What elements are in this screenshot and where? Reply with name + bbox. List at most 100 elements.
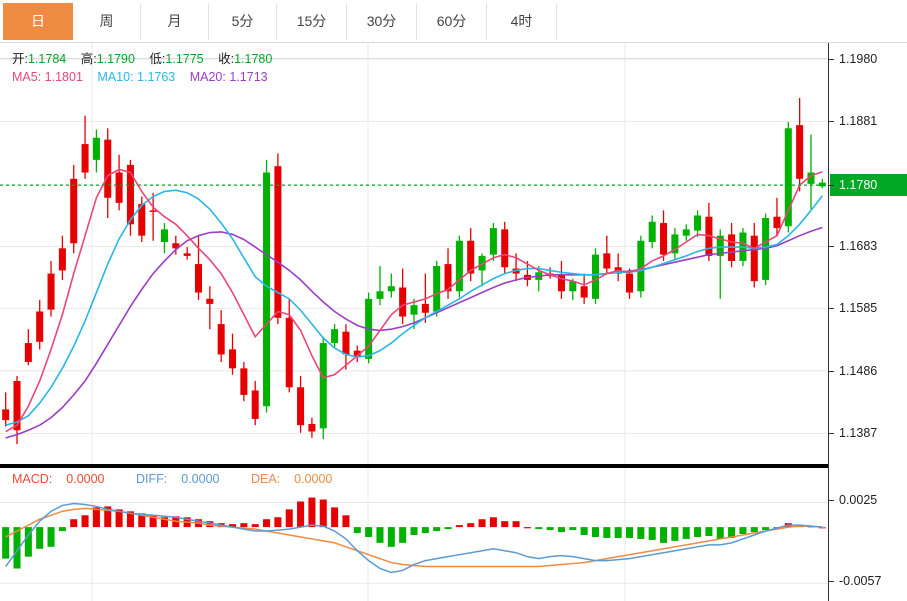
candle-body	[557, 274, 565, 292]
candle-body	[36, 311, 44, 342]
macd-panel[interactable]	[0, 466, 828, 601]
open-value: 1.1784	[27, 52, 67, 66]
dea-label: DEA:	[250, 472, 281, 486]
candle-body	[285, 317, 293, 388]
candle-body	[47, 273, 55, 310]
candle-body	[342, 331, 350, 355]
candle-body	[625, 273, 634, 293]
candle-body	[773, 216, 781, 229]
macd-value: 0.0000	[66, 472, 105, 486]
candle-body	[206, 298, 214, 304]
macd-histogram-bar	[501, 521, 509, 528]
candle-body	[126, 164, 134, 225]
macd-chart-svg	[0, 468, 828, 601]
candle-body	[750, 235, 758, 282]
tab-7[interactable]: 4时	[487, 3, 557, 40]
macd-histogram-bar	[2, 527, 10, 559]
ma10-line	[5, 189, 823, 426]
macd-histogram-bar	[603, 527, 611, 538]
ma10-value: 1.1763	[137, 70, 176, 84]
macd-histogram-bar	[387, 527, 395, 547]
candle-body	[716, 235, 724, 256]
candle-body	[444, 264, 452, 292]
macd-histogram-bar	[365, 527, 373, 537]
macd-histogram-bar	[81, 515, 89, 528]
macd-histogram-bar	[115, 509, 123, 528]
macd-histogram-bar	[591, 527, 599, 537]
macd-histogram-bar	[285, 509, 293, 528]
price-axis-label-0: 1.1980	[839, 51, 878, 66]
candle-body	[229, 349, 237, 369]
macd-histogram-bar	[149, 515, 157, 528]
candle-body	[263, 172, 271, 407]
tab-1[interactable]: 周	[73, 3, 141, 40]
price-chart-panel[interactable]	[0, 43, 828, 465]
tab-3[interactable]: 5分	[209, 3, 277, 40]
macd-histogram-bar	[160, 517, 168, 528]
macd-histogram-bar	[399, 527, 407, 543]
price-axis-label-5: 1.1486	[839, 363, 878, 378]
price-axis-label-3: 1.1683	[839, 239, 878, 254]
price-axis-label-1: 1.1881	[839, 114, 878, 129]
macd-histogram-bar	[331, 507, 339, 528]
ma-row: MA5: 1.1801 MA10: 1.1763 MA20: 1.1713	[12, 68, 283, 86]
dea-value: 0.0000	[294, 472, 333, 486]
axis-tick	[829, 433, 834, 435]
macd-histogram-bar	[47, 527, 55, 547]
macd-histogram-bar	[750, 527, 758, 533]
macd-histogram-bar	[410, 527, 418, 535]
macd-histogram-bar	[229, 524, 237, 528]
macd-histogram-bar	[36, 527, 44, 549]
macd-histogram-bar	[70, 519, 78, 528]
candle-body	[58, 248, 66, 271]
candle-body	[251, 390, 259, 419]
tab-2[interactable]: 月	[141, 3, 209, 40]
ma20-label: MA20:	[189, 70, 226, 84]
price-chart-svg	[0, 43, 828, 465]
candle-body	[183, 253, 191, 256]
candle-body	[160, 229, 168, 242]
macd-histogram-bar	[637, 527, 645, 539]
tab-4[interactable]: 15分	[277, 3, 347, 40]
macd-axis-label-1: -0.0057	[839, 574, 882, 589]
candle-body	[660, 223, 668, 255]
macd-histogram-bar	[263, 519, 271, 528]
candle-body	[194, 264, 203, 293]
candle-body	[149, 210, 157, 212]
macd-legend: MACD: 0.0000 DIFF: 0.0000 DEA: 0.0000	[12, 472, 360, 486]
candle-body	[489, 228, 497, 255]
candle-body	[671, 234, 679, 254]
macd-histogram-bar	[489, 517, 497, 528]
axis-tick	[829, 246, 834, 248]
macd-histogram-bar	[625, 527, 634, 538]
tab-6[interactable]: 60分	[417, 3, 487, 40]
macd-histogram-bar	[535, 527, 543, 530]
current-price-text: 1.1780	[839, 178, 878, 193]
macd-histogram-bar	[716, 527, 724, 539]
axis-tick	[829, 121, 834, 123]
low-label: 低:	[149, 52, 166, 66]
diff-value: 0.0000	[181, 472, 220, 486]
close-value: 1.1780	[234, 52, 273, 66]
candle-body	[2, 409, 10, 421]
macd-histogram-bar	[138, 513, 146, 528]
timeframe-tabbar: 日周月 5分 15分 30分 60分 4时	[0, 0, 907, 43]
macd-histogram-bar	[206, 521, 214, 528]
ma5-value: 1.1801	[44, 70, 83, 84]
tab-active-0[interactable]: 日	[3, 3, 73, 40]
macd-histogram-bar	[433, 527, 441, 532]
macd-histogram-bar	[421, 527, 429, 534]
candle-body	[694, 215, 702, 231]
candle-body	[240, 368, 248, 395]
candle-body	[319, 343, 327, 429]
candle-body	[274, 166, 282, 318]
value-axis: 1.1980 1.1881 1.1780 1.1683 1.1585 1.1486 1.13…	[828, 43, 907, 601]
tab-5[interactable]: 30分	[347, 3, 417, 40]
candle-body	[115, 172, 123, 203]
candle-body	[580, 286, 588, 298]
candle-body	[70, 178, 78, 244]
candle-body	[331, 329, 339, 344]
candle-body	[455, 240, 463, 292]
macd-histogram-bar	[126, 511, 134, 528]
candle-body	[217, 324, 225, 355]
